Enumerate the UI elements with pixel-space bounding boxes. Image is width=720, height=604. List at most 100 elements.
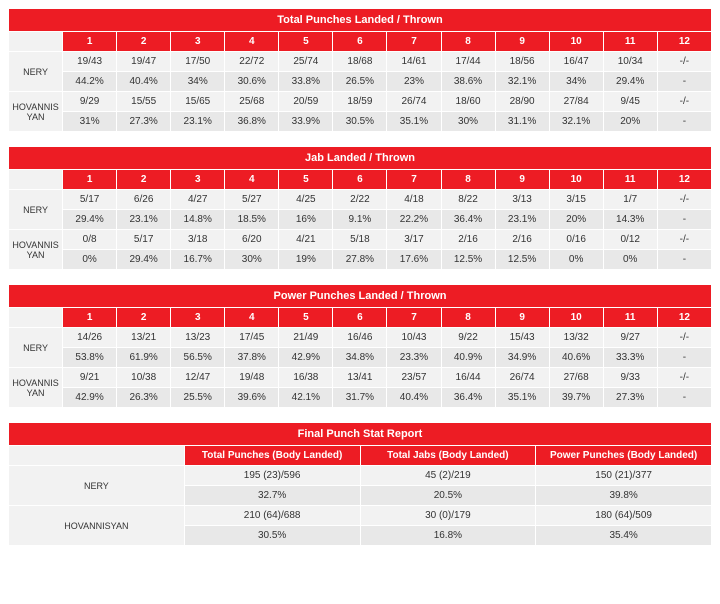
stat-cell: 22.2% bbox=[387, 210, 441, 230]
stat-cell: 33.9% bbox=[279, 112, 333, 132]
stat-cell: 27.3% bbox=[117, 112, 171, 132]
summary-cell: 210 (64)/688 bbox=[184, 506, 360, 526]
stat-cell: 19% bbox=[279, 250, 333, 270]
stat-cell: 33.3% bbox=[603, 348, 657, 368]
fighter-name: NERY bbox=[9, 328, 63, 368]
name-col-header bbox=[9, 32, 63, 52]
round-header-cell: 3 bbox=[171, 170, 225, 190]
summary-column-header: Total Jabs (Body Landed) bbox=[360, 446, 536, 466]
name-col-header bbox=[9, 446, 185, 466]
stat-cell: 15/65 bbox=[171, 92, 225, 112]
round-header-cell: 5 bbox=[279, 308, 333, 328]
stat-cell: 0/8 bbox=[63, 230, 117, 250]
stat-cell: 20% bbox=[549, 210, 603, 230]
stat-cell: 2/16 bbox=[495, 230, 549, 250]
round-header-cell: 10 bbox=[549, 170, 603, 190]
stat-cell: 23.1% bbox=[495, 210, 549, 230]
stat-cell: 0% bbox=[603, 250, 657, 270]
stat-cell: 0/16 bbox=[549, 230, 603, 250]
round-header-cell: 11 bbox=[603, 32, 657, 52]
round-header-cell: 10 bbox=[549, 32, 603, 52]
stat-cell: 30.5% bbox=[333, 112, 387, 132]
stat-cell: 26.5% bbox=[333, 72, 387, 92]
stat-cell: 17.6% bbox=[387, 250, 441, 270]
stat-cell: 14/26 bbox=[63, 328, 117, 348]
stat-cell: 39.6% bbox=[225, 388, 279, 408]
table-title: Power Punches Landed / Thrown bbox=[9, 285, 712, 308]
round-header-cell: 9 bbox=[495, 170, 549, 190]
stat-cell: 25.5% bbox=[171, 388, 225, 408]
stat-cell: 16/46 bbox=[333, 328, 387, 348]
stat-cell: 16/38 bbox=[279, 368, 333, 388]
stat-cell: 33.8% bbox=[279, 72, 333, 92]
stat-cell: 27.8% bbox=[333, 250, 387, 270]
round-header-cell: 3 bbox=[171, 32, 225, 52]
summary-column-header: Power Punches (Body Landed) bbox=[536, 446, 712, 466]
stat-cell: 40.9% bbox=[441, 348, 495, 368]
table-title: Total Punches Landed / Thrown bbox=[9, 9, 712, 32]
stat-cell: 34% bbox=[549, 72, 603, 92]
stat-cell: 36.8% bbox=[225, 112, 279, 132]
summary-cell: 20.5% bbox=[360, 486, 536, 506]
stat-cell: -/- bbox=[657, 328, 711, 348]
stat-cell: 40.6% bbox=[549, 348, 603, 368]
stat-cell: 61.9% bbox=[117, 348, 171, 368]
stat-cell: 29.4% bbox=[117, 250, 171, 270]
stat-cell: 42.9% bbox=[279, 348, 333, 368]
stat-cell: 9/21 bbox=[63, 368, 117, 388]
round-header-cell: 11 bbox=[603, 308, 657, 328]
stat-cell: 35.1% bbox=[387, 112, 441, 132]
fighter-name: NERY bbox=[9, 190, 63, 230]
round-header-cell: 2 bbox=[117, 32, 171, 52]
stat-cell: 4/18 bbox=[387, 190, 441, 210]
summary-cell: 16.8% bbox=[360, 526, 536, 546]
stat-cell: 36.4% bbox=[441, 388, 495, 408]
round-header-cell: 4 bbox=[225, 32, 279, 52]
stat-cell: 10/43 bbox=[387, 328, 441, 348]
stat-cell: 25/74 bbox=[279, 52, 333, 72]
stat-cell: -/- bbox=[657, 368, 711, 388]
stat-cell: 3/15 bbox=[549, 190, 603, 210]
stat-cell: 26/74 bbox=[495, 368, 549, 388]
stat-cell: 14.3% bbox=[603, 210, 657, 230]
round-header-cell: 8 bbox=[441, 308, 495, 328]
stat-cell: 6/26 bbox=[117, 190, 171, 210]
stat-cell: 0% bbox=[549, 250, 603, 270]
fighter-name: HOVANNISYAN bbox=[9, 506, 185, 546]
summary-cell: 32.7% bbox=[184, 486, 360, 506]
stat-cell: 12/47 bbox=[171, 368, 225, 388]
stat-cell: 19/43 bbox=[63, 52, 117, 72]
round-header-cell: 7 bbox=[387, 308, 441, 328]
summary-cell: 180 (64)/509 bbox=[536, 506, 712, 526]
stat-cell: 18/56 bbox=[495, 52, 549, 72]
stat-table: Power Punches Landed / Thrown12345678910… bbox=[8, 284, 712, 408]
summary-cell: 35.4% bbox=[536, 526, 712, 546]
stat-cell: 34.9% bbox=[495, 348, 549, 368]
stat-cell: 6/20 bbox=[225, 230, 279, 250]
stat-cell: -/- bbox=[657, 190, 711, 210]
summary-cell: 195 (23)/596 bbox=[184, 466, 360, 486]
stat-cell: 9/22 bbox=[441, 328, 495, 348]
stat-cell: 3/13 bbox=[495, 190, 549, 210]
name-col-header bbox=[9, 308, 63, 328]
stat-cell: 20/59 bbox=[279, 92, 333, 112]
stat-cell: 29.4% bbox=[63, 210, 117, 230]
stat-cell: 10/38 bbox=[117, 368, 171, 388]
stat-cell: -/- bbox=[657, 92, 711, 112]
stat-cell: - bbox=[657, 112, 711, 132]
summary-cell: 39.8% bbox=[536, 486, 712, 506]
stat-cell: 9/33 bbox=[603, 368, 657, 388]
stat-cell: 2/22 bbox=[333, 190, 387, 210]
fighter-name: HOVANNISYAN bbox=[9, 92, 63, 132]
round-header-cell: 4 bbox=[225, 308, 279, 328]
round-header-cell: 11 bbox=[603, 170, 657, 190]
stat-cell: 31% bbox=[63, 112, 117, 132]
stat-cell: 27.3% bbox=[603, 388, 657, 408]
stat-cell: 23.3% bbox=[387, 348, 441, 368]
stat-cell: 36.4% bbox=[441, 210, 495, 230]
round-header-cell: 12 bbox=[657, 170, 711, 190]
stat-cell: 27/84 bbox=[549, 92, 603, 112]
stat-cell: 29.4% bbox=[603, 72, 657, 92]
stat-cell: 23.1% bbox=[117, 210, 171, 230]
stat-cell: 53.8% bbox=[63, 348, 117, 368]
